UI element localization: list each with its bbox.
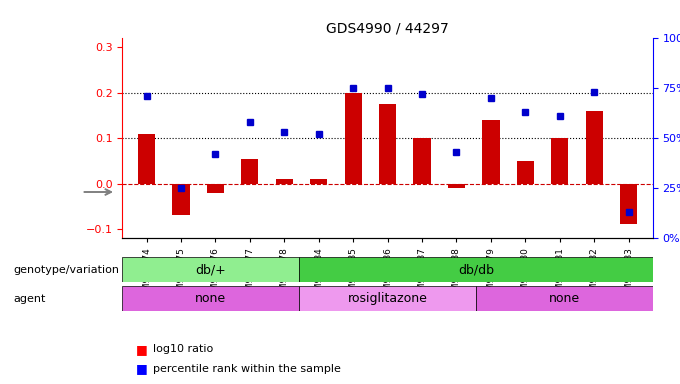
Bar [241,159,258,184]
Bar [482,120,500,184]
Text: db/db: db/db [458,263,494,276]
Bar [448,184,465,188]
Text: ■: ■ [136,343,148,356]
Text: none: none [195,292,226,305]
Text: none: none [549,292,580,305]
FancyBboxPatch shape [476,286,653,311]
Bar [413,138,430,184]
Bar [172,184,190,215]
FancyBboxPatch shape [299,286,476,311]
Bar [551,138,568,184]
Text: db/+: db/+ [195,263,226,276]
Bar [207,184,224,193]
FancyBboxPatch shape [122,257,299,282]
Bar [585,111,603,184]
Text: agent: agent [14,294,46,304]
Text: percentile rank within the sample: percentile rank within the sample [153,364,341,374]
Text: log10 ratio: log10 ratio [153,344,214,354]
Bar [379,104,396,184]
Bar [275,179,293,184]
Bar [517,161,534,184]
Text: rosiglitazone: rosiglitazone [347,292,428,305]
Bar [345,93,362,184]
FancyBboxPatch shape [299,257,653,282]
Text: genotype/variation: genotype/variation [14,265,120,275]
Text: ■: ■ [136,362,148,375]
FancyBboxPatch shape [122,286,299,311]
Bar [138,134,155,184]
Title: GDS4990 / 44297: GDS4990 / 44297 [326,22,449,36]
Bar [620,184,637,225]
Bar [310,179,327,184]
